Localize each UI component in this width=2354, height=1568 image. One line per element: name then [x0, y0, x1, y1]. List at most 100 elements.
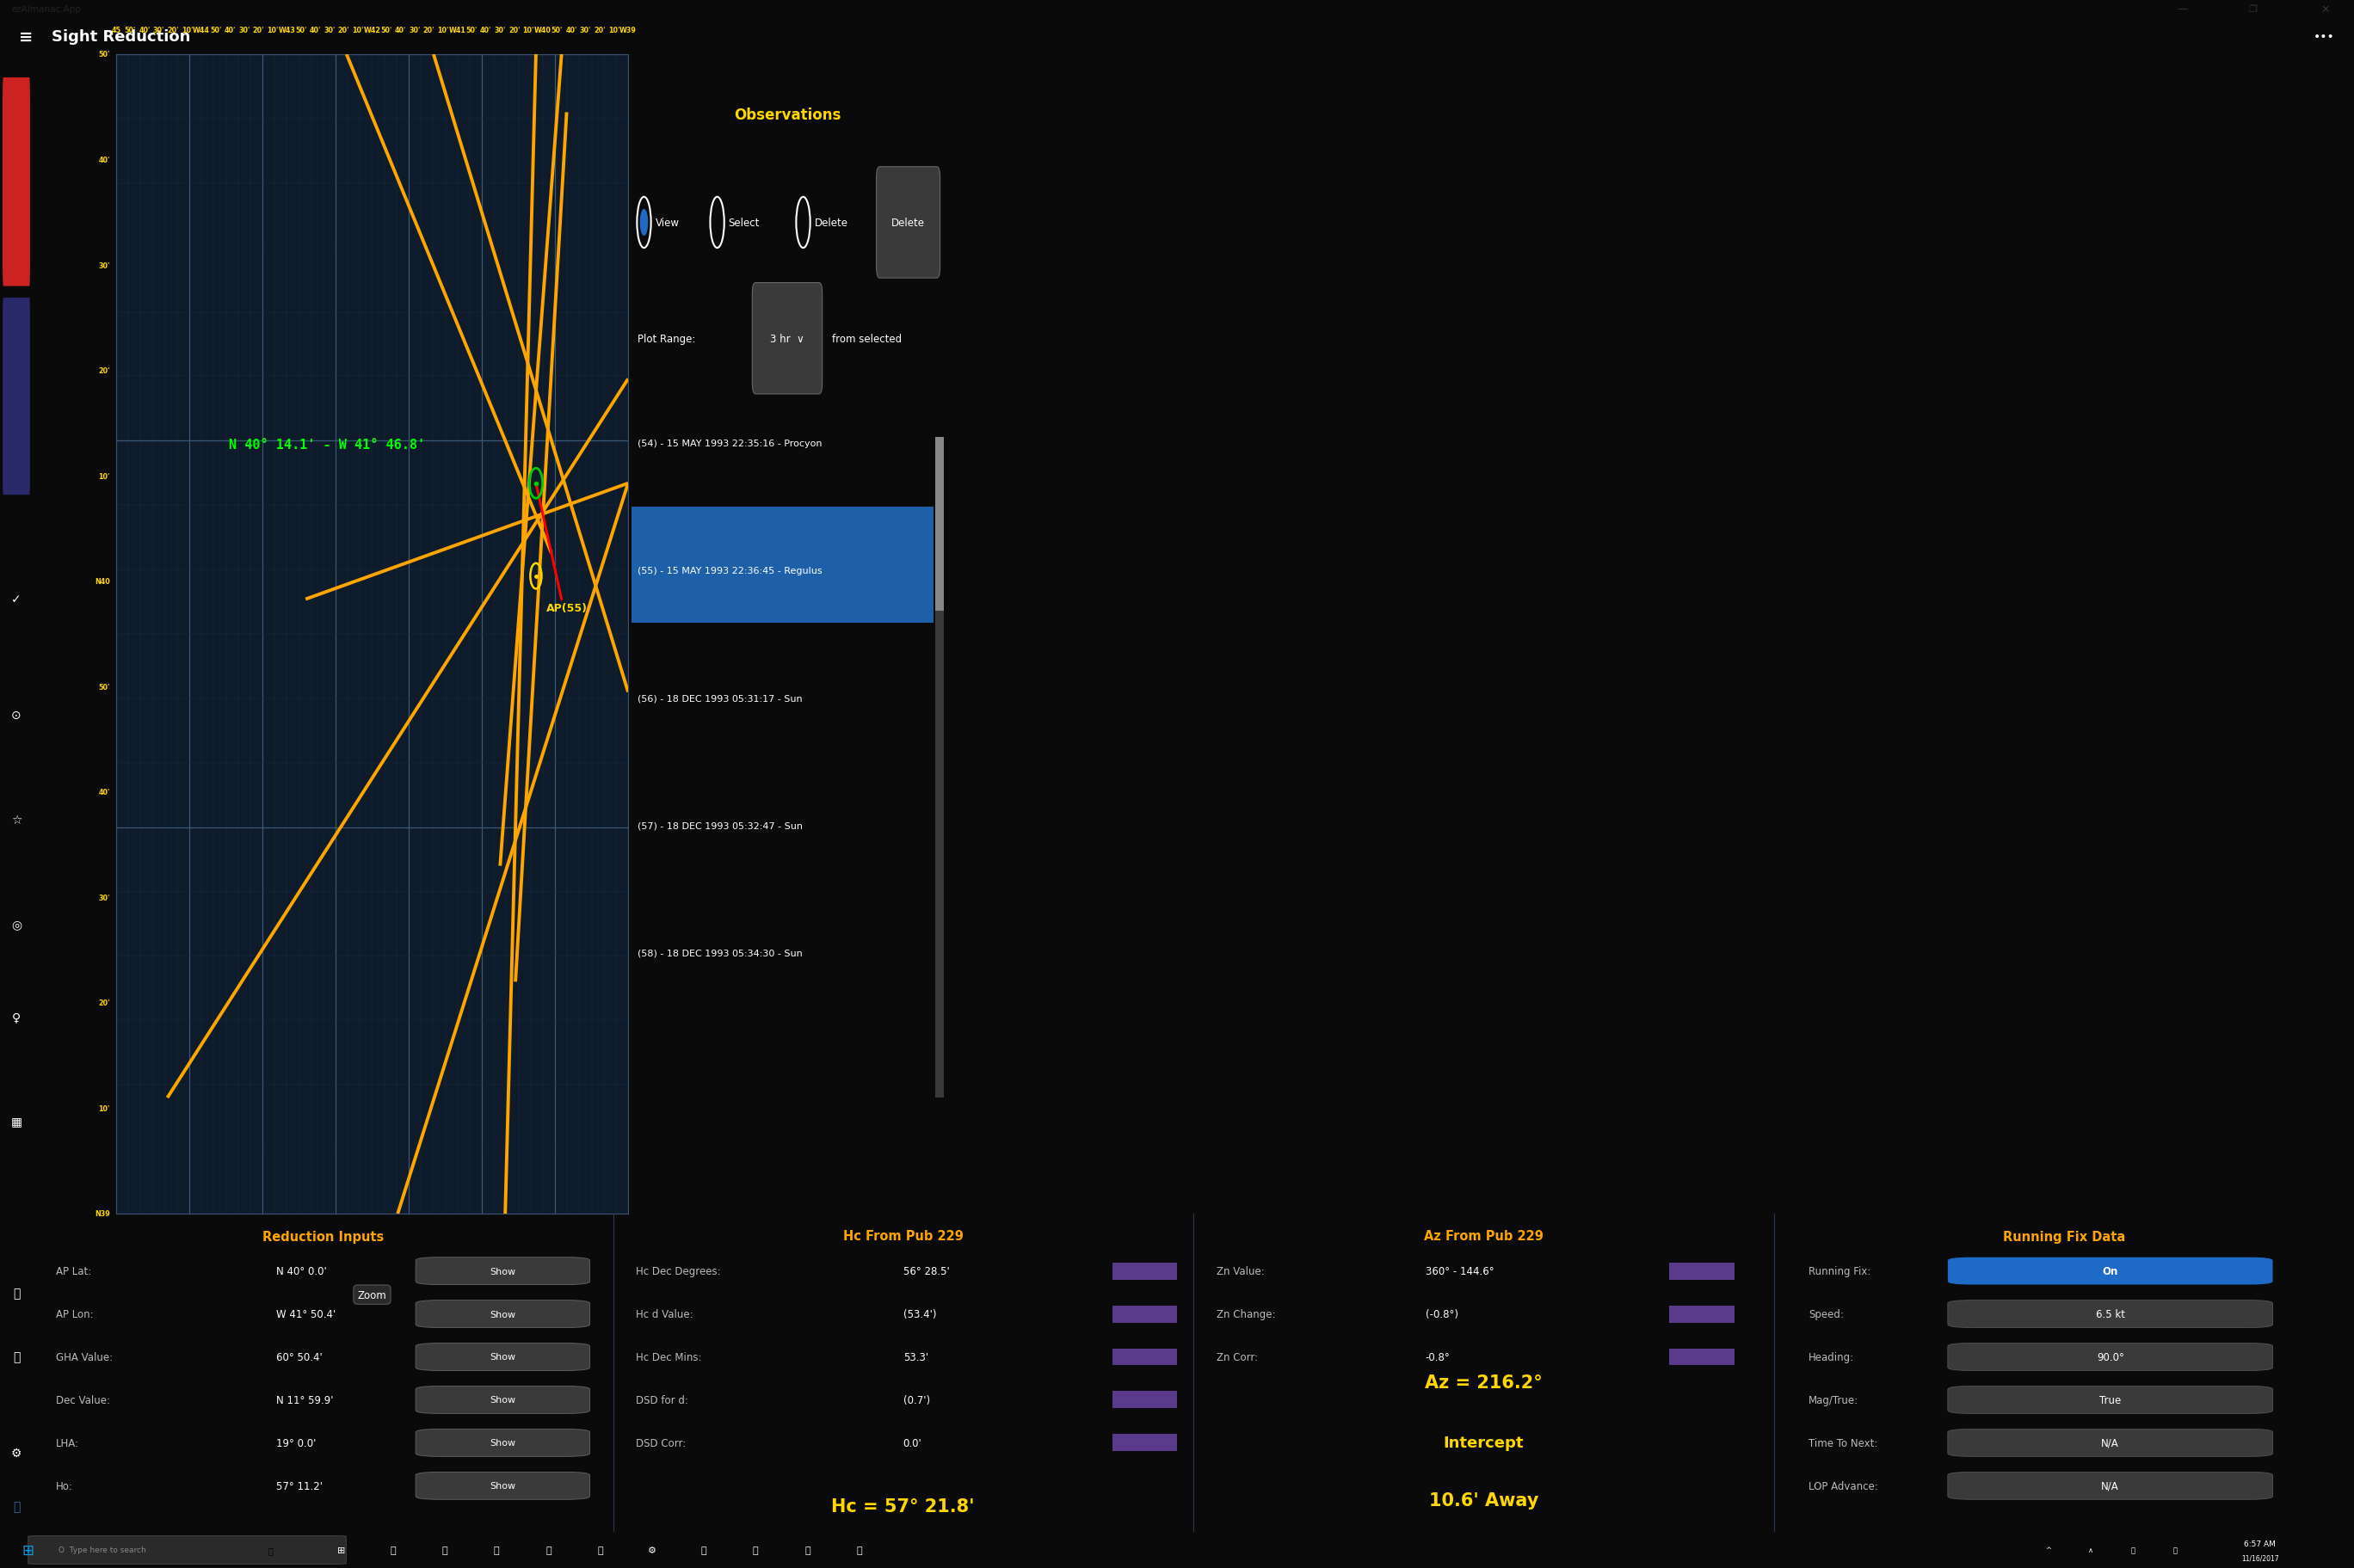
Text: DSD Corr:: DSD Corr: [636, 1438, 687, 1449]
FancyBboxPatch shape [417, 1258, 591, 1284]
Text: Hc Dec Degrees:: Hc Dec Degrees: [636, 1265, 720, 1276]
Text: 20': 20' [508, 27, 520, 34]
Text: Observations: Observations [734, 107, 840, 122]
Text: ▦: ▦ [12, 1115, 21, 1127]
Text: 20': 20' [167, 27, 179, 34]
Text: 30': 30' [99, 262, 111, 270]
Text: ⬛: ⬛ [12, 1501, 19, 1513]
Text: (-0.8°): (-0.8°) [1427, 1308, 1457, 1320]
Text: 10': 10' [266, 27, 278, 34]
Text: Reduction Inputs: Reduction Inputs [261, 1229, 384, 1242]
FancyBboxPatch shape [1111, 1262, 1177, 1279]
Text: Dec Value:: Dec Value: [56, 1394, 111, 1405]
Text: Running Fix:: Running Fix: [1808, 1265, 1871, 1276]
Text: ⬜: ⬜ [12, 1352, 19, 1363]
Text: Running Fix Data: Running Fix Data [2003, 1229, 2126, 1242]
Text: Select: Select [727, 218, 760, 229]
Text: 30': 30' [410, 27, 421, 34]
Text: ⊞: ⊞ [337, 1546, 346, 1554]
Text: W41: W41 [450, 27, 466, 34]
FancyBboxPatch shape [28, 1537, 346, 1563]
Text: Heading:: Heading: [1808, 1352, 1855, 1363]
Text: AP(55): AP(55) [546, 602, 588, 613]
Text: Show: Show [490, 1353, 516, 1361]
Text: 30': 30' [153, 27, 165, 34]
Text: 90.0°: 90.0° [2097, 1352, 2123, 1363]
Text: Mag/True:: Mag/True: [1808, 1394, 1860, 1405]
Text: ≡: ≡ [19, 28, 33, 45]
Text: 40': 40' [139, 27, 151, 34]
FancyBboxPatch shape [1669, 1306, 1735, 1322]
Text: Show: Show [490, 1267, 516, 1275]
Text: —: — [2177, 3, 2187, 16]
Text: Az From Pub 229: Az From Pub 229 [1424, 1229, 1544, 1242]
Text: 40': 40' [224, 27, 235, 34]
Text: Hc d Value:: Hc d Value: [636, 1308, 694, 1320]
Text: W42: W42 [363, 27, 381, 34]
Text: (58) - 18 DEC 1993 05:34:30 - Sun: (58) - 18 DEC 1993 05:34:30 - Sun [638, 949, 803, 958]
Text: Hc Dec Mins:: Hc Dec Mins: [636, 1352, 701, 1363]
Text: 6:57 AM: 6:57 AM [2243, 1540, 2276, 1548]
Text: 19° 0.0': 19° 0.0' [275, 1438, 315, 1449]
Text: 50': 50' [466, 27, 478, 34]
Text: (57) - 18 DEC 1993 05:32:47 - Sun: (57) - 18 DEC 1993 05:32:47 - Sun [638, 822, 803, 829]
Text: 30': 30' [325, 27, 334, 34]
Text: Time To Next:: Time To Next: [1808, 1438, 1878, 1449]
Text: 🎮: 🎮 [857, 1546, 862, 1554]
Text: 🌐: 🌐 [2173, 1546, 2177, 1554]
Text: Zn Change:: Zn Change: [1217, 1308, 1276, 1320]
Text: (54) - 15 MAY 1993 22:35:16 - Procyon: (54) - 15 MAY 1993 22:35:16 - Procyon [638, 439, 822, 447]
Text: True: True [2100, 1394, 2121, 1405]
Text: 20': 20' [99, 367, 111, 375]
Text: N/A: N/A [2102, 1438, 2119, 1449]
Text: 20': 20' [252, 27, 264, 34]
FancyBboxPatch shape [2, 298, 31, 495]
Text: from selected: from selected [831, 334, 902, 345]
FancyBboxPatch shape [1111, 1435, 1177, 1452]
Text: 50': 50' [99, 52, 111, 60]
Text: LOP Advance:: LOP Advance: [1808, 1480, 1878, 1491]
FancyBboxPatch shape [1111, 1306, 1177, 1322]
Text: Plot Range:: Plot Range: [638, 334, 694, 345]
Text: Hc From Pub 229: Hc From Pub 229 [843, 1229, 963, 1242]
FancyBboxPatch shape [1669, 1348, 1735, 1366]
Text: 3 hr  ∨: 3 hr ∨ [770, 334, 805, 345]
Text: ✕: ✕ [2321, 3, 2330, 16]
Text: W 41° 50.4': W 41° 50.4' [275, 1308, 337, 1320]
Text: 11/16/2017: 11/16/2017 [2241, 1554, 2279, 1562]
Text: GHA Value:: GHA Value: [56, 1352, 113, 1363]
FancyBboxPatch shape [1947, 1344, 2272, 1370]
Text: ☆: ☆ [12, 814, 21, 826]
FancyBboxPatch shape [753, 284, 822, 395]
Text: Az = 216.2°: Az = 216.2° [1424, 1374, 1542, 1391]
Text: 📝: 📝 [805, 1546, 810, 1554]
Text: Show: Show [490, 1482, 516, 1490]
Text: 6.5 kt: 6.5 kt [2095, 1308, 2126, 1320]
Text: 10.6' Away: 10.6' Away [1429, 1491, 1537, 1508]
Text: W39: W39 [619, 27, 636, 34]
Text: Ho:: Ho: [56, 1480, 73, 1491]
Text: 0.0': 0.0' [904, 1438, 923, 1449]
Text: 10': 10' [607, 27, 619, 34]
Text: 57° 11.2': 57° 11.2' [275, 1480, 322, 1491]
Text: On: On [2102, 1265, 2119, 1276]
Text: 360° - 144.6°: 360° - 144.6° [1427, 1265, 1495, 1276]
Text: ◎: ◎ [12, 919, 21, 930]
Text: ⊞: ⊞ [21, 1543, 35, 1557]
Text: Zn Corr:: Zn Corr: [1217, 1352, 1257, 1363]
Text: 50': 50' [125, 27, 137, 34]
Text: Show: Show [490, 1309, 516, 1319]
Text: W40: W40 [534, 27, 551, 34]
Text: 50': 50' [294, 27, 306, 34]
Text: •••: ••• [2314, 31, 2335, 42]
Text: Show: Show [490, 1396, 516, 1405]
Text: 🎤: 🎤 [268, 1546, 273, 1554]
Text: 10': 10' [99, 1104, 111, 1112]
Text: 40': 40' [99, 789, 111, 797]
Text: 40': 40' [395, 27, 407, 34]
Text: 53.3': 53.3' [904, 1352, 927, 1363]
Text: 50': 50' [381, 27, 393, 34]
Text: LHA:: LHA: [56, 1438, 80, 1449]
Text: 10': 10' [99, 472, 111, 480]
Circle shape [640, 210, 647, 235]
